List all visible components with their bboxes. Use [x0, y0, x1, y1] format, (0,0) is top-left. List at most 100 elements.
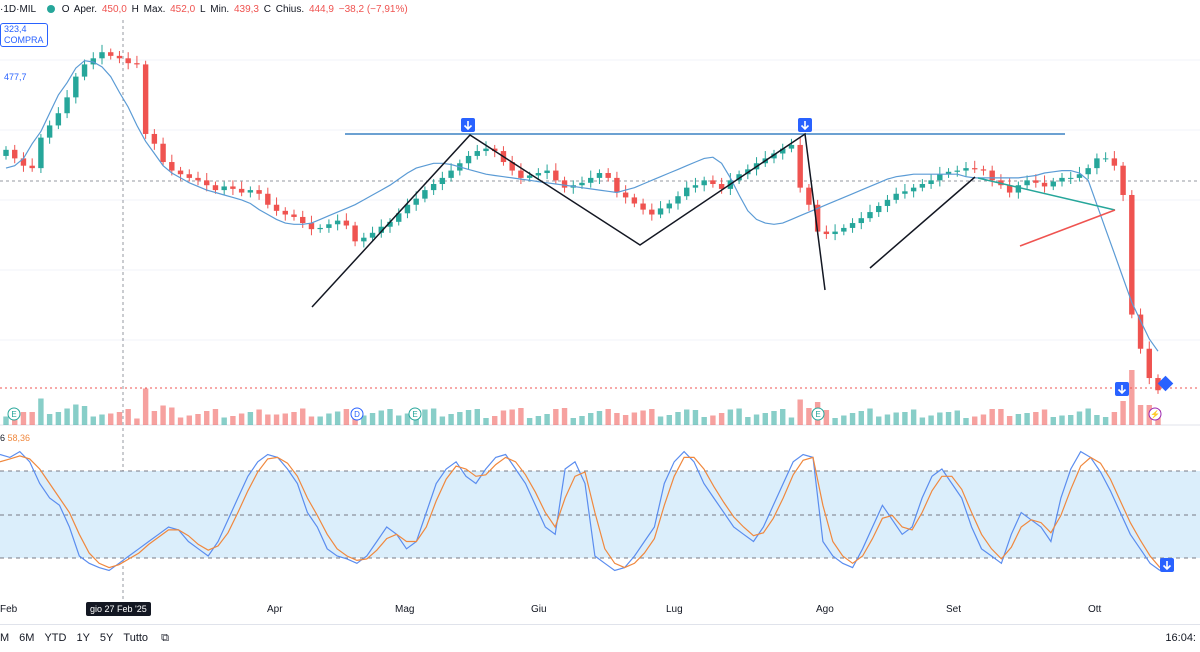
candle-body — [1024, 180, 1030, 186]
volume-bar — [343, 409, 350, 425]
oscillator-lines — [0, 450, 1161, 572]
volume-bar — [326, 413, 332, 425]
arrow-down-icon — [463, 121, 473, 131]
volume-bar — [1033, 412, 1039, 425]
volume-bar — [1006, 416, 1013, 425]
earnings-icon[interactable]: E — [7, 407, 21, 421]
volume-bar — [553, 409, 559, 425]
arrow-down-icon — [800, 121, 810, 131]
badge-circle — [7, 407, 21, 421]
candle-body — [588, 177, 594, 183]
volume-bar — [265, 414, 271, 425]
range-button[interactable]: Tutto — [123, 632, 149, 644]
candle-body — [902, 191, 908, 194]
candle-body — [483, 148, 489, 152]
volume-bar — [858, 411, 864, 425]
volume-bar — [378, 410, 384, 425]
candle-body — [404, 204, 411, 214]
candle-body — [160, 143, 166, 163]
range-button[interactable]: M — [0, 632, 10, 644]
range-button[interactable]: 1Y — [76, 632, 90, 644]
volume-bar — [753, 414, 760, 425]
candle-body — [108, 52, 114, 56]
candle-body — [413, 198, 419, 205]
candle-body — [806, 187, 812, 205]
volume-bar — [422, 409, 428, 425]
candle-body — [972, 168, 978, 170]
candle-body — [1155, 378, 1161, 391]
low-text: Min. — [210, 4, 230, 15]
volume-bar — [945, 412, 952, 425]
candle-body — [928, 180, 934, 184]
candle-body — [1111, 158, 1118, 166]
candle-body — [343, 220, 350, 226]
signal-marker[interactable] — [461, 118, 475, 132]
candle-body — [308, 223, 315, 230]
volume-bar — [238, 413, 245, 425]
range-button[interactable]: 6M — [19, 632, 35, 644]
earnings-icon[interactable]: E — [811, 407, 825, 421]
earnings-icon[interactable]: E — [408, 407, 422, 421]
candle-body — [221, 186, 227, 191]
candle-body — [492, 148, 498, 152]
volume-bar — [81, 406, 88, 425]
volume-bar — [919, 417, 926, 425]
volume-bar — [588, 413, 594, 425]
volume-bar — [204, 411, 210, 425]
candle-body — [1129, 194, 1135, 315]
k-line — [0, 450, 1161, 572]
split-icon[interactable]: ⚡ — [1148, 407, 1162, 421]
x-tick-label: Lug — [666, 604, 683, 615]
volume-bar — [535, 416, 542, 425]
price-tag[interactable]: 323,4 COMPRA — [0, 23, 48, 47]
volume-bar — [160, 405, 166, 425]
range-button[interactable]: YTD — [44, 632, 67, 644]
volume-bar — [457, 412, 463, 425]
candle-body — [116, 55, 123, 59]
volume-bar — [972, 416, 978, 425]
volume-bar — [806, 408, 812, 425]
volume-bar — [692, 410, 699, 425]
range-bar: M 6M YTD 1Y 5Y Tutto ⧉ 16:04: — [0, 624, 1200, 652]
signal-marker[interactable] — [1115, 382, 1129, 396]
oscillator-marker[interactable] — [1160, 558, 1174, 572]
candle-body — [771, 153, 777, 159]
signal-marker[interactable] — [798, 118, 812, 132]
candle-body — [666, 203, 672, 209]
candle-body — [230, 186, 236, 189]
candle-body — [718, 184, 725, 189]
volume-bar — [910, 409, 917, 425]
candle-body — [396, 213, 402, 222]
d-line — [0, 455, 1161, 569]
range-button[interactable]: 5Y — [99, 632, 114, 644]
candle-body — [814, 204, 821, 232]
candle-body — [64, 97, 70, 114]
low-value: 439,3 — [233, 4, 259, 15]
candle-body — [291, 214, 297, 217]
candle-body — [561, 180, 568, 188]
x-tick-label: Apr — [267, 604, 283, 615]
volume-bar — [317, 416, 323, 425]
candle-body — [3, 149, 9, 156]
candle-body — [989, 170, 995, 181]
volume-bar — [701, 417, 707, 425]
candle-body — [90, 58, 96, 65]
volume-bar — [780, 409, 786, 425]
volume-bar — [718, 413, 725, 425]
ma-value-label: 477,7 — [4, 72, 27, 82]
candle-body — [858, 218, 864, 224]
dividend-icon[interactable]: D — [350, 407, 364, 421]
volume-bar — [570, 418, 576, 425]
candle-body — [797, 144, 803, 188]
candle-body — [256, 190, 262, 194]
candle-body — [614, 177, 620, 193]
chart[interactable]: E D E E ⚡ — [0, 0, 1200, 624]
candle-body — [334, 220, 341, 225]
volume-bar — [361, 415, 367, 425]
sell-signal-icon[interactable] — [1157, 375, 1174, 392]
markers[interactable]: E D E E ⚡ — [7, 118, 1174, 572]
candle-body — [1041, 182, 1048, 187]
candle-body — [553, 170, 559, 181]
compare-icon[interactable]: ⧉ — [161, 632, 169, 644]
crosshair-date: gio 27 Feb '25 — [86, 602, 151, 616]
